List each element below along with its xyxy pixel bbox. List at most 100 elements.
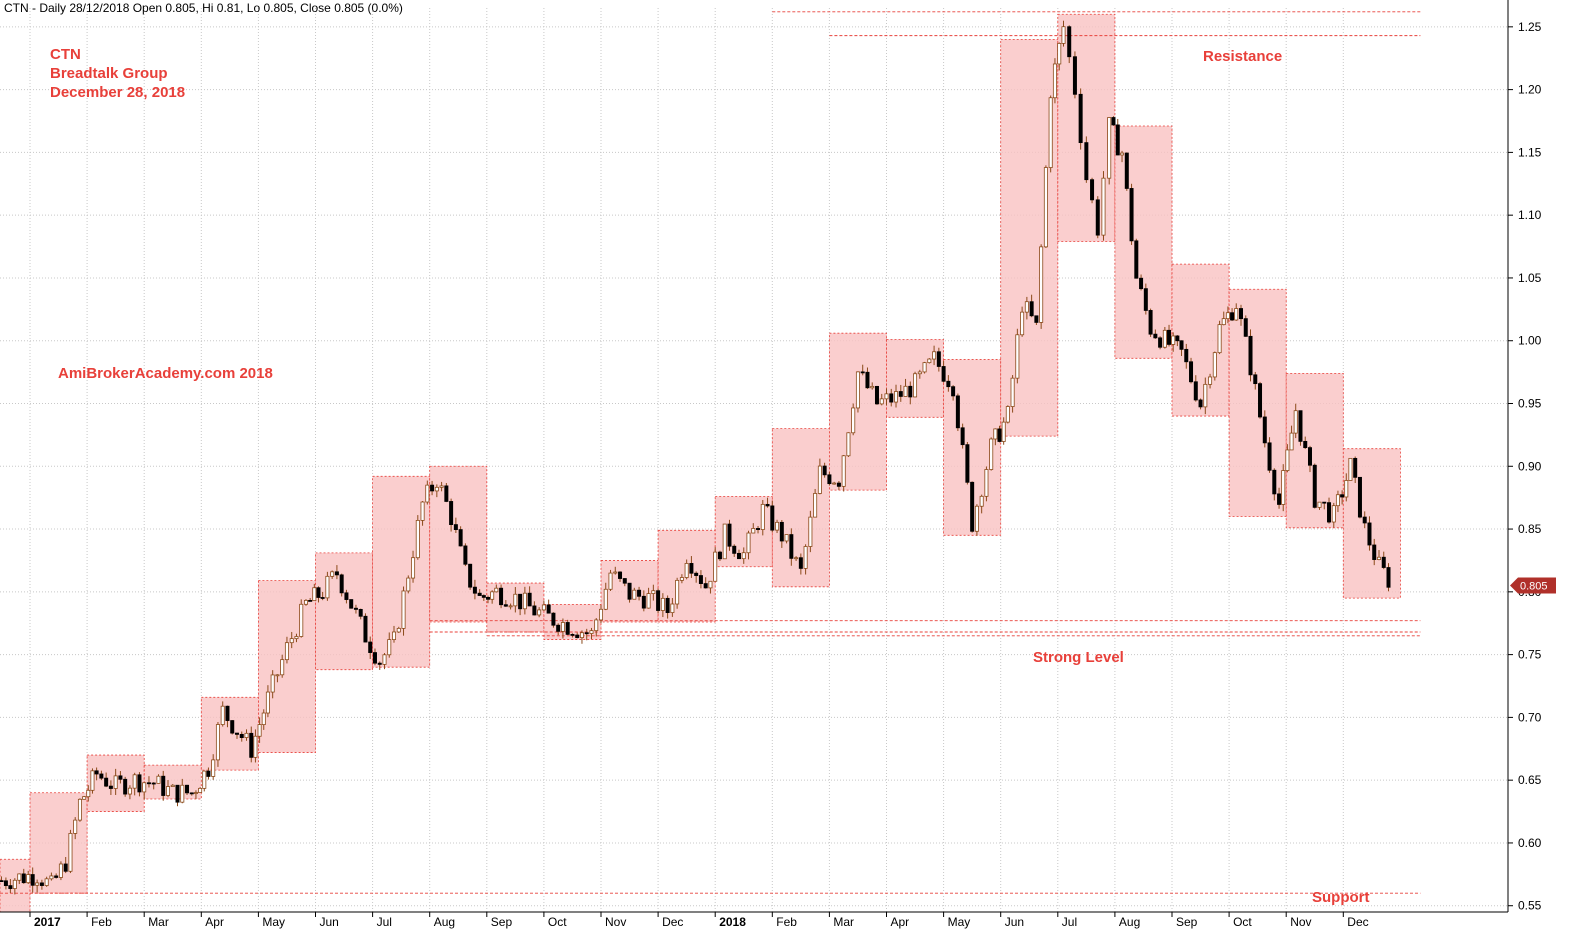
candle-body <box>1272 469 1277 495</box>
candle-body <box>44 878 49 886</box>
resistance-label: Resistance <box>1203 48 1283 65</box>
candle-body <box>1090 179 1095 201</box>
candle-body <box>175 784 180 803</box>
candle-body <box>817 465 822 494</box>
candle-body <box>325 575 330 599</box>
candle-body <box>560 622 565 632</box>
candle-body <box>722 523 727 560</box>
candle-body <box>884 393 889 400</box>
candle-body <box>779 521 784 542</box>
x-tick-label: Jun <box>320 915 339 929</box>
candle-body <box>870 385 875 389</box>
x-tick-label: 2018 <box>719 915 746 929</box>
candle-body <box>984 469 989 497</box>
candle-body <box>717 551 722 560</box>
candle-body <box>822 465 827 476</box>
candle-body <box>751 528 756 534</box>
candle-body <box>406 577 411 592</box>
candle-body <box>26 874 31 884</box>
candle-body <box>1115 124 1120 156</box>
candle-body <box>1243 318 1248 337</box>
x-tick-label: Dec <box>1347 915 1368 929</box>
candles-layer <box>0 20 1391 895</box>
x-axis: 2017 Feb Mar Apr May Jun Jul Aug Sep Oct Nov Dec 201… <box>0 911 1508 929</box>
candle-body <box>727 523 732 547</box>
candle-body <box>1043 167 1048 248</box>
candle-body <box>689 563 694 574</box>
candle-body <box>215 724 220 761</box>
candle-body <box>193 792 198 794</box>
candle-body <box>1298 410 1303 442</box>
candle-body <box>339 574 344 594</box>
candle-body <box>741 552 746 560</box>
candle-body <box>646 593 651 609</box>
candle-body <box>1208 376 1213 385</box>
candle-body <box>1193 381 1198 401</box>
last-price-tag: 0.805 <box>1510 577 1556 594</box>
candle-body <box>1372 544 1377 560</box>
y-tick-label: 0.95 <box>1518 397 1542 411</box>
candle-body <box>439 485 444 488</box>
candle-body <box>249 732 254 758</box>
candle-body <box>1353 457 1358 478</box>
candle-body <box>156 775 161 784</box>
y-tick-label: 0.85 <box>1518 522 1542 536</box>
candle-body <box>449 501 454 526</box>
candle-body <box>401 590 406 629</box>
candle-body <box>1340 494 1345 498</box>
candle-body <box>320 597 325 599</box>
candle-body <box>225 705 230 721</box>
y-axis: 0.550.600.650.700.750.800.850.900.951.00… <box>1507 0 1542 913</box>
candle-body <box>627 582 632 600</box>
candle-body <box>1281 470 1286 505</box>
candle-body <box>860 371 865 374</box>
candle-body <box>1253 374 1258 385</box>
y-tick-label: 0.75 <box>1518 648 1542 662</box>
candle-body <box>1034 315 1039 323</box>
x-tick-label: Mar <box>148 915 169 929</box>
candle-body <box>660 597 665 611</box>
x-tick-label: Apr <box>205 915 224 929</box>
candle-body <box>485 596 490 600</box>
candle-body <box>334 571 339 576</box>
candle-body <box>415 520 420 559</box>
candle-body <box>372 652 377 664</box>
candle-body <box>1084 142 1089 181</box>
candle-body <box>1010 377 1015 407</box>
candle-body <box>368 641 373 653</box>
x-tick-label: Sep <box>491 915 513 929</box>
candle-body <box>170 784 175 787</box>
candle-body <box>589 630 594 634</box>
candle-body <box>1386 567 1391 588</box>
candle-body <box>1139 277 1144 290</box>
candle-body <box>970 481 975 532</box>
candle-body <box>903 385 908 397</box>
candle-body <box>358 608 363 617</box>
candle-body <box>694 572 699 576</box>
candle-body <box>513 593 518 607</box>
candle-body <box>1171 335 1176 345</box>
candle-body <box>527 592 532 607</box>
candle-body <box>603 588 608 610</box>
candle-body <box>420 501 425 521</box>
candle-body <box>989 438 994 470</box>
x-tick-label: Aug <box>1119 915 1140 929</box>
candle-body <box>8 885 13 889</box>
candle-body <box>732 545 737 554</box>
candle-body <box>1376 556 1381 560</box>
candle-body <box>913 373 918 398</box>
candle-body <box>382 654 387 665</box>
x-tick-label: Apr <box>891 915 910 929</box>
candle-body <box>503 604 508 607</box>
candle-body <box>841 455 846 487</box>
candle-body <box>12 879 17 889</box>
candle-body <box>1129 188 1134 242</box>
candle-body <box>518 593 523 610</box>
candle-body <box>708 580 713 589</box>
candle-body <box>308 599 313 602</box>
candle-body <box>894 391 899 403</box>
candle-body <box>651 590 656 594</box>
candle-body <box>1317 501 1322 508</box>
candle-body <box>1230 312 1235 321</box>
candle-body <box>1015 334 1020 379</box>
